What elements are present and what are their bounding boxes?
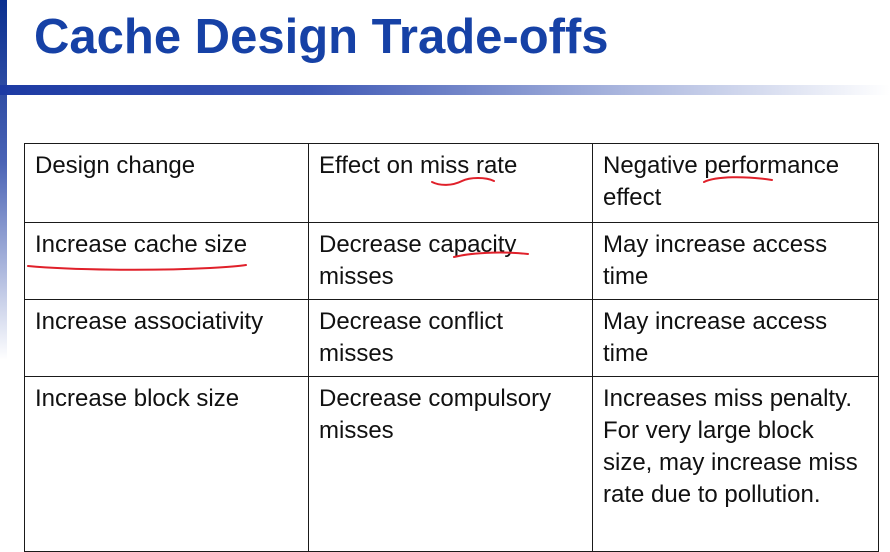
cell-effect-on-miss-rate: Decrease compulsory misses <box>308 376 593 552</box>
table-row: Increase associativity Decrease conflict… <box>24 299 879 377</box>
tradeoffs-table-container: Design change Effect on miss rate Negati… <box>24 143 879 552</box>
cell-negative-effect: May increase access time <box>592 299 879 377</box>
header-design-change: Design change <box>24 143 309 223</box>
table-row: Increase cache size Decrease capacity mi… <box>24 222 879 300</box>
title-divider <box>0 85 890 95</box>
cell-negative-effect: May increase access time <box>592 222 879 300</box>
cell-effect-on-miss-rate: Decrease conflict misses <box>308 299 593 377</box>
cell-design-change: Increase block size <box>24 376 309 552</box>
header-effect-on-miss-rate: Effect on miss rate <box>308 143 593 223</box>
table-header-row: Design change Effect on miss rate Negati… <box>24 143 879 223</box>
left-accent-bar <box>0 0 7 360</box>
cell-design-change: Increase cache size <box>24 222 309 300</box>
cell-negative-effect: Increases miss penalty. For very large b… <box>592 376 879 552</box>
header-negative-performance-effect: Negative performance effect <box>592 143 879 223</box>
table-row: Increase block size Decrease compulsory … <box>24 376 879 552</box>
cell-effect-on-miss-rate: Decrease capacity misses <box>308 222 593 300</box>
cell-design-change: Increase associativity <box>24 299 309 377</box>
slide-title: Cache Design Trade-offs <box>34 10 609 64</box>
tradeoffs-table: Design change Effect on miss rate Negati… <box>24 143 879 552</box>
